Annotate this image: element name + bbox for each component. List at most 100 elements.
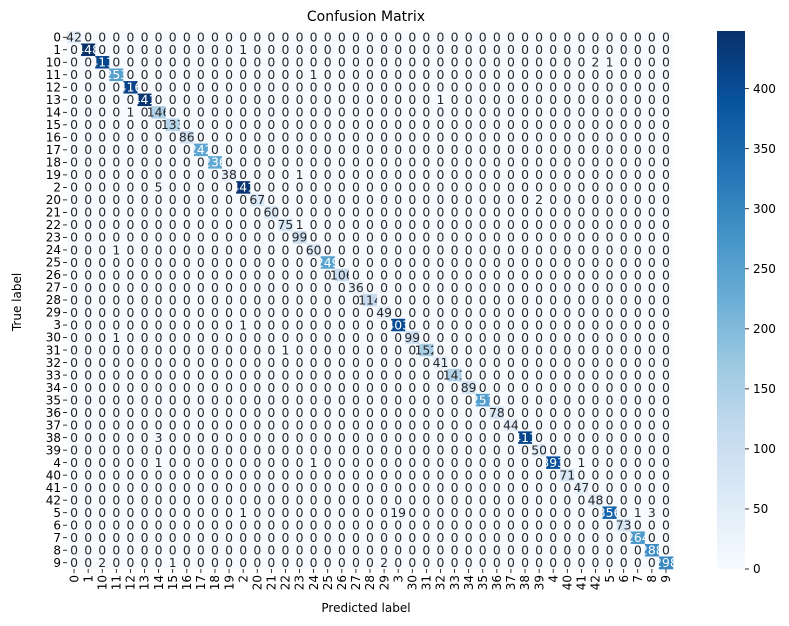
cell-value-label: 0 [465, 30, 473, 45]
heatmap-cell [137, 43, 152, 57]
x-tick-label: 5 [603, 575, 617, 583]
cell-value-label: 0 [606, 42, 614, 57]
heatmap-cell [165, 43, 181, 57]
x-tick-label: 29 [377, 575, 391, 590]
heatmap-cell [377, 81, 392, 94]
cell-value-label: 0 [155, 55, 163, 70]
cell-value-label: 0 [648, 67, 656, 82]
x-tick-label: 21 [265, 575, 279, 590]
heatmap-cell [334, 68, 350, 82]
cell-value-label: 0 [211, 42, 219, 57]
heatmap-cell [546, 43, 561, 57]
heatmap-cell [419, 81, 434, 94]
heatmap-cell [67, 56, 82, 69]
heatmap-cell [546, 56, 561, 69]
cell-value-label: 2 [380, 555, 388, 570]
heatmap-cell [546, 31, 561, 44]
cell-value-label: 0 [437, 67, 445, 82]
cell-value-label: 0 [408, 42, 416, 57]
heatmap-cell [475, 68, 491, 82]
cell-value-label: 0 [296, 55, 304, 70]
heatmap-cell [320, 81, 336, 94]
heatmap-cell [137, 81, 152, 94]
cell-value-label: 0 [422, 42, 430, 57]
heatmap-cell [475, 56, 491, 69]
heatmap-cell [644, 56, 660, 69]
cell-value-label: 298 [654, 555, 678, 570]
cell-value-label: 0 [577, 55, 585, 70]
cell-value-label: 0 [366, 80, 374, 95]
heatmap-cell [320, 68, 336, 82]
heatmap-cell [475, 31, 491, 44]
heatmap-cell [588, 56, 603, 69]
cell-value-label: 0 [563, 555, 571, 570]
cell-value-label: 0 [592, 30, 600, 45]
cell-value-label: 0 [606, 555, 614, 570]
cell-value-label: 0 [662, 30, 670, 45]
heatmap-cell [362, 31, 378, 44]
heatmap-cell [193, 56, 209, 69]
cell-value-label: 0 [549, 67, 557, 82]
cell-value-label: 0 [141, 80, 149, 95]
cell-value-label: 0 [253, 42, 261, 57]
cell-value-label: 0 [296, 80, 304, 95]
x-tick-label: 4 [546, 575, 560, 583]
cell-value-label: 0 [126, 30, 134, 45]
heatmap-cell [489, 31, 505, 44]
heatmap-cell [137, 68, 152, 82]
heatmap-cell [179, 43, 195, 57]
cell-value-label: 0 [535, 30, 543, 45]
cell-value-label: 0 [169, 55, 177, 70]
cell-value-label: 0 [338, 555, 346, 570]
cell-value-label: 0 [70, 55, 78, 70]
heatmap-cell [264, 31, 279, 44]
x-tick-label: 3 [391, 575, 405, 583]
cell-value-label: 0 [394, 67, 402, 82]
cell-value-label: 0 [112, 42, 120, 57]
cell-value-label: 0 [366, 55, 374, 70]
heatmap-cell [222, 31, 237, 44]
cell-value-label: 0 [620, 555, 628, 570]
x-tick-label: 12 [124, 575, 138, 590]
x-tick-label: 16 [180, 575, 194, 590]
heatmap-cell [616, 68, 632, 82]
cell-value-label: 0 [535, 42, 543, 57]
heatmap-cell [348, 68, 364, 82]
cell-value-label: 0 [662, 67, 670, 82]
cell-value-label: 0 [70, 80, 78, 95]
heatmap-cell [334, 81, 350, 94]
cell-value-label: 0 [577, 42, 585, 57]
heatmap-cell [532, 31, 547, 44]
cell-value-label: 0 [577, 67, 585, 82]
heatmap-cell [574, 68, 589, 82]
cell-value-label: 0 [592, 555, 600, 570]
cell-value-label: 0 [141, 30, 149, 45]
heatmap-cell [306, 56, 321, 69]
cell-value-label: 0 [634, 30, 642, 45]
cell-value-label: 0 [253, 555, 261, 570]
cell-value-label: 1 [606, 55, 614, 70]
cell-value-label: 0 [225, 42, 233, 57]
heatmap-cell [137, 56, 152, 69]
cell-value-label: 0 [394, 555, 402, 570]
heatmap-cell [264, 43, 279, 57]
x-tick-label: 41 [575, 575, 589, 590]
cell-value-label: 0 [112, 555, 120, 570]
heatmap-cell [264, 56, 279, 69]
cell-value-label: 0 [225, 55, 233, 70]
heatmap-cell [377, 31, 392, 44]
x-tick-label: 17 [194, 575, 208, 590]
cell-value-label: 0 [549, 42, 557, 57]
cell-value-label: 0 [183, 30, 191, 45]
cell-value-label: 0 [155, 80, 163, 95]
x-tick-label: 8 [645, 575, 659, 583]
heatmap-cell [123, 68, 138, 82]
heatmap-cell [264, 68, 279, 82]
heatmap-cell [348, 56, 364, 69]
cell-value-label: 0 [437, 55, 445, 70]
cell-value-label: 0 [197, 80, 205, 95]
cell-value-label: 0 [366, 67, 374, 82]
heatmap-cell [109, 81, 124, 94]
cell-value-label: 0 [451, 55, 459, 70]
x-tick-label: 28 [363, 575, 377, 590]
